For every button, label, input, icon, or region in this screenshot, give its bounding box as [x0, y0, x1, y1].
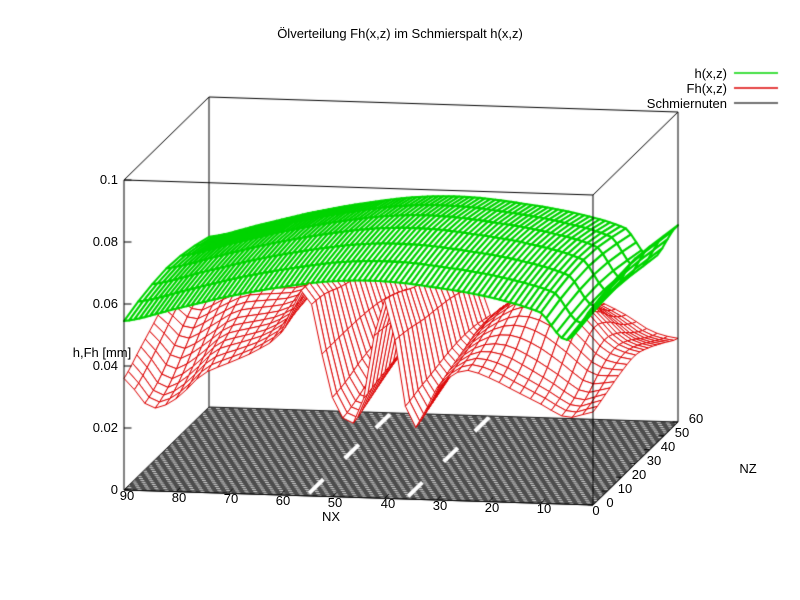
nz-axis-tick: 10: [617, 481, 633, 496]
nz-axis-tick: 60: [688, 411, 704, 426]
nz-axis-tick: 40: [660, 439, 676, 454]
nx-axis-tick: 10: [536, 501, 552, 516]
z-axis-tick: 0.06: [92, 296, 118, 311]
z-axis-tick: 0: [110, 482, 118, 497]
nz-axis-tick: 30: [646, 453, 662, 468]
z-axis-label: h,Fh [mm]: [72, 345, 132, 360]
plot-title: Ölverteilung Fh(x,z) im Schmierspalt h(x…: [277, 26, 523, 41]
nx-axis-tick: 70: [223, 491, 239, 506]
nx-axis-tick: 30: [432, 498, 448, 513]
nx-axis-tick: 80: [171, 490, 187, 505]
legend-label-fh: Fh(x,z): [686, 81, 727, 96]
legend-label-h: h(x,z): [694, 66, 728, 81]
nx-axis-tick: 90: [119, 488, 135, 503]
nx-axis-tick: 40: [380, 496, 396, 511]
nz-axis-tick: 50: [674, 425, 690, 440]
nx-axis-tick: 50: [327, 495, 343, 510]
nx-axis-tick: 20: [484, 500, 500, 515]
nz-axis-tick: 0: [606, 495, 614, 510]
z-axis-tick: 0.04: [92, 358, 118, 373]
z-axis-tick: 0.1: [99, 172, 118, 187]
legend-label-schmiernuten: Schmiernuten: [646, 96, 727, 111]
nz-axis-tick: 20: [631, 467, 647, 482]
nx-axis-tick: 60: [275, 493, 291, 508]
nx-axis-label: NX: [321, 509, 341, 524]
z-axis-tick: 0.08: [92, 234, 118, 249]
nz-axis-label: NZ: [739, 461, 757, 476]
nx-axis-tick: 0: [592, 503, 600, 518]
z-axis-tick: 0.02: [92, 420, 118, 435]
